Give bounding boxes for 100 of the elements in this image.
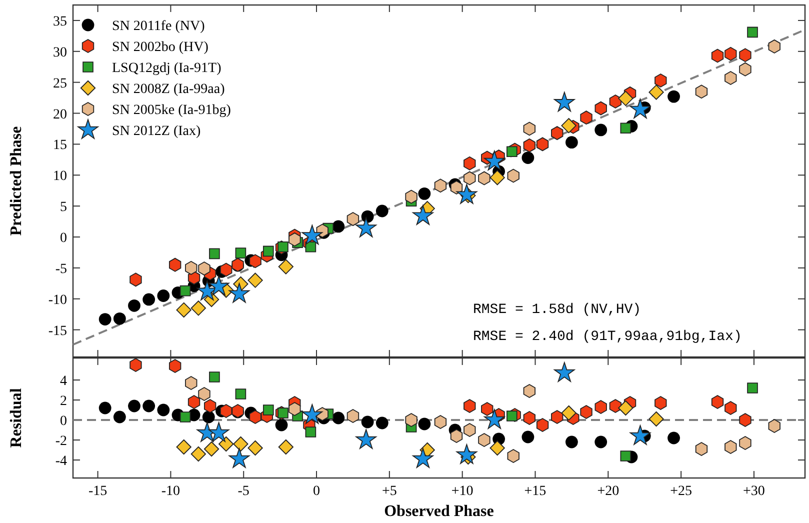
point — [332, 220, 345, 233]
point — [523, 138, 536, 152]
point — [668, 90, 680, 103]
point — [724, 71, 737, 85]
point — [418, 418, 431, 430]
y-axis-title: Predicted Phase — [8, 126, 25, 236]
point — [113, 410, 126, 424]
x-tick-label: 0 — [313, 484, 320, 499]
y-tick-label: 30 — [53, 45, 67, 60]
point — [654, 396, 667, 410]
point — [208, 276, 230, 296]
point — [618, 400, 634, 416]
point — [176, 302, 192, 318]
legend-label: SN 2005ke (Ia-91bg) — [112, 103, 232, 118]
point — [249, 254, 262, 268]
point — [288, 402, 301, 416]
point — [695, 442, 708, 456]
point — [507, 449, 520, 463]
point — [130, 358, 142, 372]
point — [648, 84, 664, 100]
point — [484, 409, 505, 429]
point — [580, 110, 592, 125]
point — [724, 440, 737, 454]
y-tick-label: 4 — [60, 374, 67, 389]
point — [302, 224, 323, 245]
point — [248, 272, 263, 288]
point — [561, 405, 576, 421]
legend-label: SN 2002bo (HV) — [112, 40, 209, 55]
point — [618, 90, 634, 106]
point — [630, 425, 651, 445]
y-tick-label: -15 — [48, 324, 67, 339]
point — [739, 413, 752, 427]
point — [218, 436, 234, 452]
point — [278, 408, 288, 418]
point — [464, 399, 476, 413]
point — [724, 401, 737, 415]
point — [565, 436, 578, 448]
legend-label: SN 2011fe (NV) — [112, 19, 206, 34]
point — [507, 168, 520, 183]
point — [356, 217, 376, 238]
point — [278, 259, 294, 274]
y-tick-label: 0 — [60, 230, 67, 246]
point — [346, 212, 360, 226]
x-tick-label: +25 — [670, 484, 692, 499]
point — [198, 262, 210, 276]
point — [98, 313, 112, 326]
point — [188, 395, 200, 409]
point — [235, 388, 246, 400]
point — [176, 439, 192, 455]
point — [668, 432, 680, 444]
point — [565, 136, 578, 149]
point — [522, 430, 534, 444]
point — [648, 411, 664, 427]
point — [561, 118, 576, 134]
point — [157, 404, 170, 416]
point — [434, 415, 447, 429]
point — [209, 372, 220, 382]
point — [233, 436, 248, 452]
point — [594, 436, 608, 448]
point — [142, 400, 156, 412]
y-tick-label: 5 — [60, 200, 67, 216]
point — [506, 410, 518, 422]
x-tick-label: -5 — [238, 484, 250, 499]
y-tick-label: 25 — [53, 76, 67, 92]
point — [185, 376, 198, 390]
point — [478, 433, 490, 447]
point — [262, 246, 274, 257]
point — [198, 387, 210, 401]
point — [278, 241, 288, 252]
point — [332, 412, 345, 424]
y-tick-label: 2 — [60, 394, 67, 409]
point — [376, 204, 388, 218]
point — [620, 122, 632, 134]
point — [747, 26, 758, 38]
point — [204, 399, 216, 413]
point — [609, 94, 622, 108]
point — [554, 362, 575, 382]
point — [739, 62, 752, 76]
point — [220, 262, 232, 277]
point — [654, 74, 667, 88]
point — [456, 184, 478, 204]
x-tick-label: -10 — [161, 484, 180, 499]
y-axis-title: Residual — [8, 388, 25, 448]
point — [275, 418, 288, 432]
y-tick-label: 20 — [53, 107, 67, 122]
point — [594, 124, 608, 136]
point — [130, 272, 142, 287]
point — [128, 400, 140, 412]
point — [228, 448, 250, 468]
point — [249, 410, 262, 424]
annotation: RMSE = 1.58d (NV,HV) — [473, 302, 642, 318]
point — [739, 436, 752, 450]
point — [142, 293, 156, 306]
legend-label: LSQ12gdj (Ia-91T) — [112, 61, 222, 76]
point — [98, 402, 112, 414]
point — [180, 412, 191, 422]
y-tick-label: 0 — [60, 414, 67, 429]
point — [724, 46, 737, 61]
point — [747, 382, 758, 394]
point — [405, 190, 418, 204]
